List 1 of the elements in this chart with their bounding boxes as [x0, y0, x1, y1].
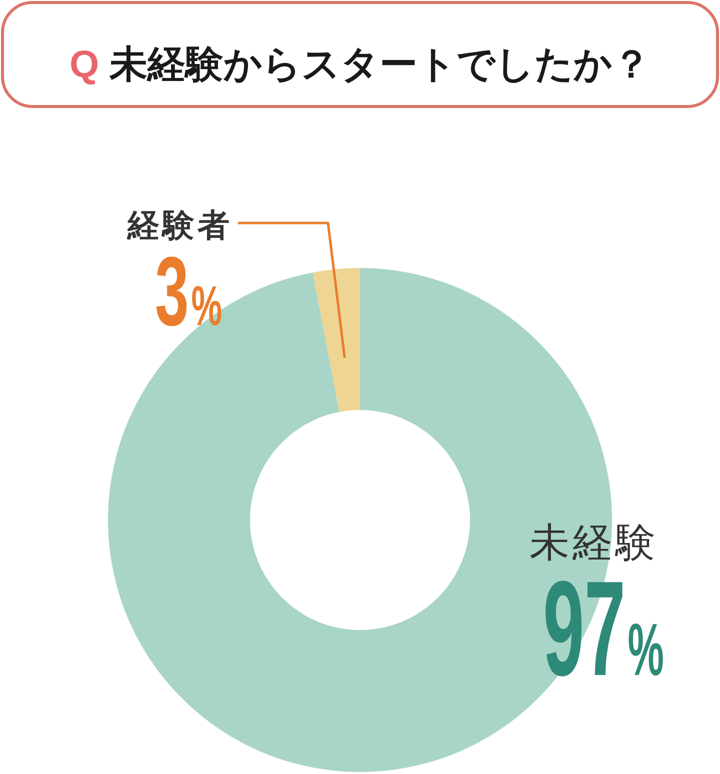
title: Q 未経験からスタートでしたか？ [69, 44, 651, 86]
